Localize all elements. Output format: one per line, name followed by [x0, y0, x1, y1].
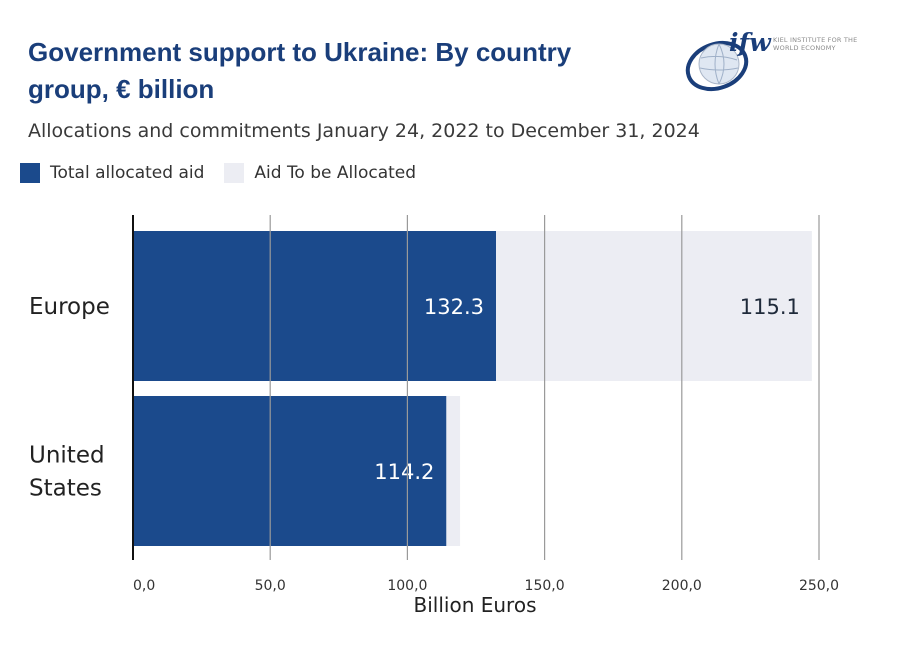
x-tick-label-1: 50,0 [255, 578, 286, 594]
legend-item-allocated: Total allocated aid [20, 163, 204, 183]
legend: Total allocated aid Aid To be Allocated [20, 163, 436, 183]
x-tick-label-2: 100,0 [387, 578, 427, 594]
logo-text: KIEL INSTITUTE FOR THE WORLD ECONOMY [773, 36, 858, 52]
legend-swatch-allocated [20, 163, 40, 183]
logo-mark: ifw [729, 28, 771, 57]
legend-label-allocated: Total allocated aid [50, 163, 205, 183]
category-label-0-0: Europe [29, 294, 110, 320]
x-tick-label-5: 250,0 [799, 578, 839, 594]
chart-subtitle: Allocations and commitments January 24, … [28, 120, 700, 142]
x-tick-label-4: 200,0 [662, 578, 702, 594]
data-label-to-be-allocated-0: 115.1 [740, 295, 800, 319]
x-tick-label-0: 0,0 [133, 578, 155, 594]
bar-to-be-allocated-0 [496, 231, 812, 381]
bar-to-be-allocated-1 [446, 396, 461, 546]
legend-swatch-to-be-allocated [224, 163, 245, 183]
data-label-allocated-1: 114.2 [374, 460, 434, 484]
ifw-logo: ifw KIEL INSTITUTE FOR THE WORLD ECONOMY [685, 28, 875, 98]
bar-allocated-0 [133, 231, 497, 381]
globe-icon [685, 40, 749, 92]
legend-label-to-be-allocated: Aid To be Allocated [254, 163, 417, 183]
bar-allocated-1 [133, 396, 447, 546]
x-tick-label-3: 150,0 [525, 578, 565, 594]
data-label-allocated-0: 132.3 [424, 295, 484, 319]
category-label-1-1: States [29, 476, 102, 502]
x-axis-title: Billion Euros [414, 593, 537, 617]
category-label-1-0: United [29, 443, 105, 469]
chart-title: Government support to Ukraine: By countr… [28, 37, 572, 104]
legend-item-to-be-allocated: Aid To be Allocated [224, 163, 416, 183]
